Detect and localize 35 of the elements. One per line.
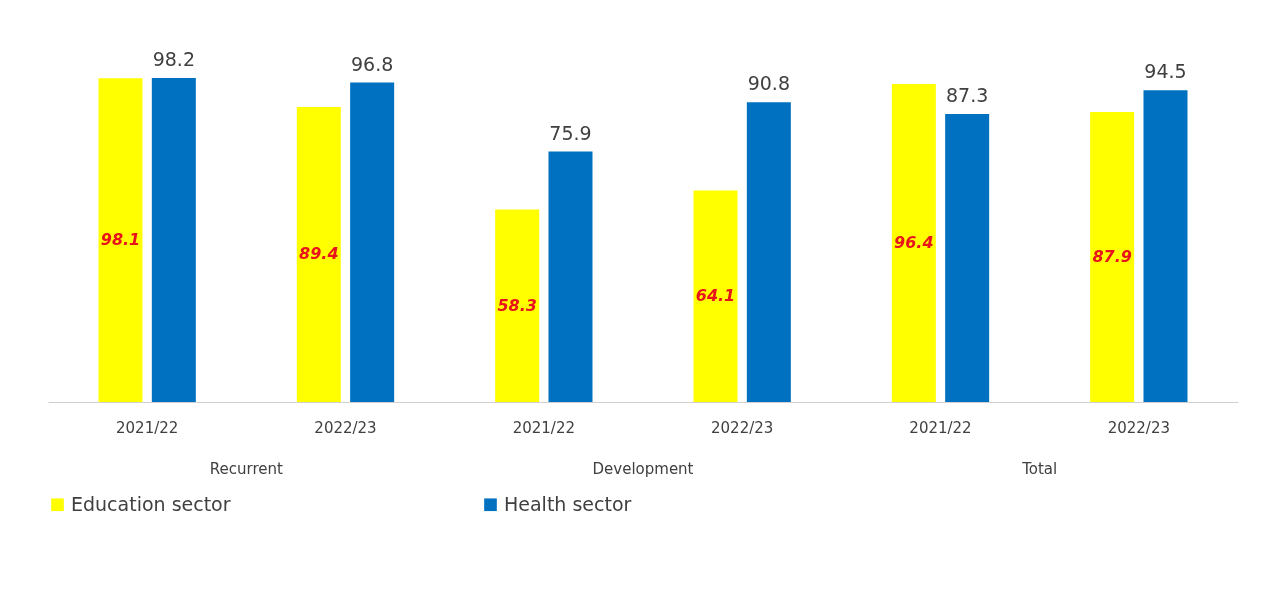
data-label: 98.2	[152, 47, 195, 70]
data-label: 89.4	[299, 244, 339, 264]
bar	[945, 113, 990, 402]
data-label: 64.1	[695, 286, 736, 306]
x-tick-label: 2021/22	[116, 418, 179, 437]
legend-label: Education sector	[71, 492, 231, 515]
bar	[350, 82, 395, 402]
text: Total	[1021, 460, 1058, 478]
data-label: 96.4	[894, 232, 934, 252]
bar	[693, 190, 738, 402]
x-tick-label: 2022/23	[1107, 418, 1170, 437]
bar	[98, 78, 143, 402]
text: Development	[592, 460, 694, 478]
bar	[151, 77, 196, 402]
bar	[891, 83, 936, 402]
data-label: 58.3	[497, 295, 537, 315]
bar	[548, 151, 593, 402]
bar	[746, 102, 791, 402]
legend-label: Health sector	[504, 492, 632, 515]
data-label: 87.9	[1092, 246, 1132, 266]
data-label: 87.3	[946, 83, 989, 106]
x-tick-label: 2021/22	[909, 418, 972, 437]
x-tick-label: 2021/22	[512, 418, 575, 437]
bar	[1090, 111, 1135, 402]
data-label: 94.5	[1144, 60, 1187, 83]
x-tick-label: 2022/23	[314, 418, 377, 437]
bar	[495, 209, 540, 402]
bar	[1143, 90, 1188, 402]
data-label: 90.8	[747, 72, 790, 95]
x-tick-label: 2022/23	[711, 418, 774, 437]
text: Recurrent	[209, 460, 283, 478]
bar	[296, 106, 341, 402]
data-label: 98.1	[100, 230, 141, 250]
data-label: 96.8	[351, 52, 394, 75]
data-label: 75.9	[549, 121, 592, 144]
